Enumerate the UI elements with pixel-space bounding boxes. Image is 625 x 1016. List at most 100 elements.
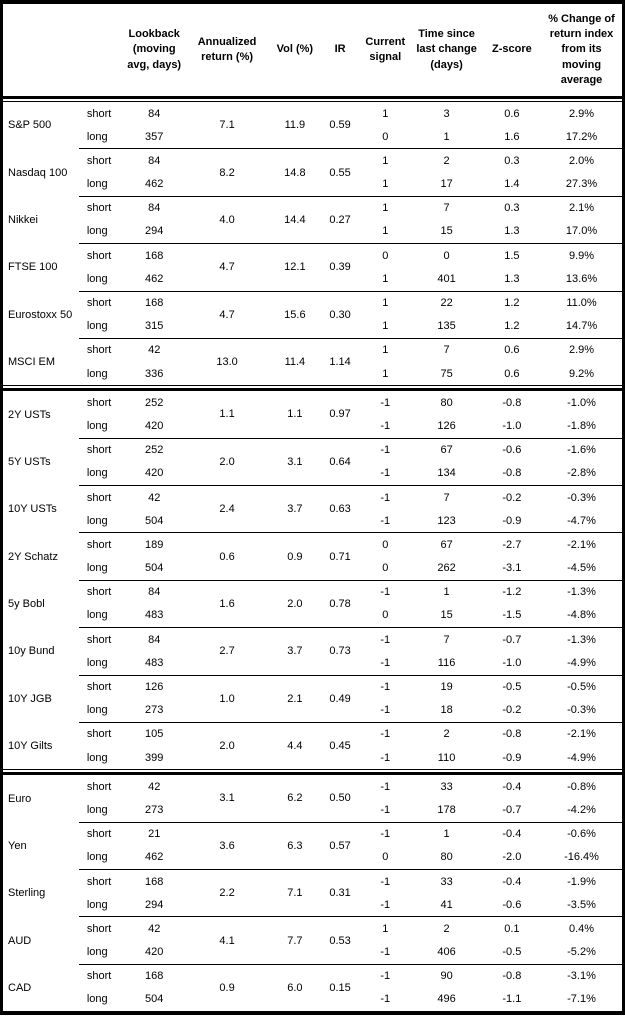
- cell-time-since: 262: [437, 562, 456, 575]
- asset-name: 5Y USTs: [8, 455, 51, 468]
- cell-z-score: 0.3: [482, 148, 542, 173]
- cell-z-score: -0.5: [502, 946, 522, 959]
- cell-ir: 0.59: [329, 119, 351, 132]
- cell-period: long: [86, 272, 108, 285]
- table-row: 5Y USTs short 252 2.0 3.1 0.64 -1 67 -0.6 -1.6%: [2, 437, 624, 486]
- cell-annualized-return: 1.1: [219, 408, 235, 421]
- cell-time-since: 80: [440, 396, 453, 409]
- cell-period: long: [86, 656, 108, 669]
- cell-z-score: -3.1: [502, 562, 522, 575]
- cell-period: short: [78, 195, 125, 220]
- cell-lookback: 84: [124, 627, 185, 652]
- cell-current-signal: 0: [360, 243, 411, 268]
- cell-period: long: [86, 803, 108, 816]
- cell-pct-change: -0.3%: [567, 704, 596, 717]
- cell-lookback: 462: [145, 272, 164, 285]
- cell-annualized-return: 8.2: [184, 148, 270, 197]
- cell-current-signal: -1: [360, 627, 411, 652]
- cell-vol: 1.1: [287, 408, 303, 421]
- cell-ir: 0.97: [329, 408, 351, 421]
- cell-pct-change: 17.2%: [565, 130, 598, 143]
- cell-z-score: -0.4: [502, 780, 522, 793]
- table-row: long 483 -1 116 -1.0 -4.9%: [2, 651, 624, 675]
- column-header-lookback: Lookback (moving avg, days): [127, 28, 182, 71]
- table-row: Nikkei short 84 4.0 14.4 0.27 1 7 0.3 2.1%: [2, 195, 624, 244]
- cell-current-signal: -1: [360, 485, 411, 510]
- cell-lookback: 273: [145, 803, 164, 816]
- cell-z-score: 1.2: [504, 320, 520, 333]
- table-row: MSCI EM short 42 13.0 11.4 1.14 1 7 0.6 2.9%: [2, 337, 624, 386]
- cell-ir: 0.53: [319, 916, 361, 965]
- cell-pct-change: -4.5%: [567, 562, 596, 575]
- cell-period: long: [86, 993, 108, 1006]
- cell-time-since: 18: [440, 704, 453, 717]
- cell-current-signal: 1: [382, 320, 389, 333]
- cell-period: long: [86, 751, 108, 764]
- cell-vol: 14.8: [269, 148, 320, 197]
- asset-name: Euro: [8, 792, 32, 805]
- cell-z-score: -0.5: [482, 674, 542, 699]
- cell-z-score: 0.6: [482, 337, 542, 363]
- cell-lookback: 336: [145, 367, 164, 380]
- column-header-vol: Vol (%): [276, 43, 314, 56]
- cell-z-score: -1.5: [502, 609, 522, 622]
- cell-current-signal: 1: [360, 916, 411, 941]
- cell-time-since: 33: [440, 780, 453, 793]
- cell-pct-change: -5.2%: [567, 946, 596, 959]
- cell-pct-change: 27.3%: [565, 178, 598, 191]
- cell-lookback: 42: [124, 337, 185, 363]
- cell-current-signal: 0: [382, 562, 389, 575]
- cell-pct-change: -4.9%: [567, 656, 596, 669]
- cell-z-score: 1.4: [504, 178, 520, 191]
- cell-time-since: 41: [440, 898, 453, 911]
- cell-annualized-return: 2.4: [184, 484, 270, 533]
- cell-ir: 0.39: [319, 243, 361, 291]
- cell-time-since: 2: [410, 721, 483, 747]
- asset-name: Nikkei: [8, 213, 38, 226]
- cell-vol: 6.3: [269, 821, 320, 870]
- cell-period: short: [78, 963, 125, 988]
- header-row: Lookback (moving avg, days) Annualized r…: [2, 2, 624, 98]
- cell-z-score: -0.6: [482, 437, 542, 462]
- cell-current-signal: -1: [360, 579, 411, 604]
- column-header-annualized-return: Annualized return (%): [197, 35, 257, 63]
- cell-time-since: 7: [410, 337, 483, 363]
- table-row: long 420 -1 134 -0.8 -2.8%: [2, 462, 624, 486]
- asset-name: Sterling: [8, 887, 46, 900]
- cell-vol: 3.1: [269, 437, 320, 486]
- cell-time-since: 135: [437, 320, 456, 333]
- cell-annualized-return: 13.0: [184, 337, 270, 386]
- cell-period: short: [78, 721, 125, 747]
- cell-pct-change: -4.8%: [567, 609, 596, 622]
- cell-time-since: 110: [437, 751, 456, 764]
- cell-period: long: [86, 946, 108, 959]
- cell-lookback: 357: [145, 130, 164, 143]
- cell-pct-change: -2.8%: [567, 467, 596, 480]
- cell-annualized-return: 2.2: [184, 868, 270, 917]
- table-row: AUD short 42 4.1 7.7 0.53 1 2 0.1 0.4%: [2, 916, 624, 965]
- cell-z-score: 0.6: [504, 367, 520, 380]
- table-row: Nasdaq 100 short 84 8.2 14.8 0.55 1 2 0.3 2.0%: [2, 148, 624, 197]
- cell-pct-change: -3.5%: [567, 898, 596, 911]
- cell-period: long: [86, 851, 108, 864]
- cell-current-signal: -1: [380, 514, 391, 527]
- cell-lookback: 42: [124, 485, 185, 510]
- header-separator: [1, 96, 624, 102]
- cell-pct-change: -2.1%: [541, 532, 624, 557]
- cell-pct-change: -1.3%: [541, 627, 624, 652]
- cell-pct-change: -1.0%: [567, 396, 596, 409]
- cell-current-signal: -1: [380, 467, 391, 480]
- cell-ir: 0.55: [319, 148, 361, 197]
- cell-lookback: 189: [124, 532, 185, 557]
- cell-period: long: [86, 178, 108, 191]
- cell-z-score: -0.9: [502, 751, 522, 764]
- section-separator: [1, 385, 624, 392]
- cell-pct-change: -1.3%: [541, 579, 624, 604]
- asset-name: FTSE 100: [8, 261, 58, 274]
- cell-z-score: -0.9: [502, 514, 522, 527]
- asset-name: 2Y USTs: [8, 408, 51, 421]
- cell-z-score: -0.7: [502, 803, 522, 816]
- cell-period: long: [86, 562, 108, 575]
- cell-current-signal: 1: [360, 337, 411, 363]
- cell-z-score: -0.4: [482, 869, 542, 894]
